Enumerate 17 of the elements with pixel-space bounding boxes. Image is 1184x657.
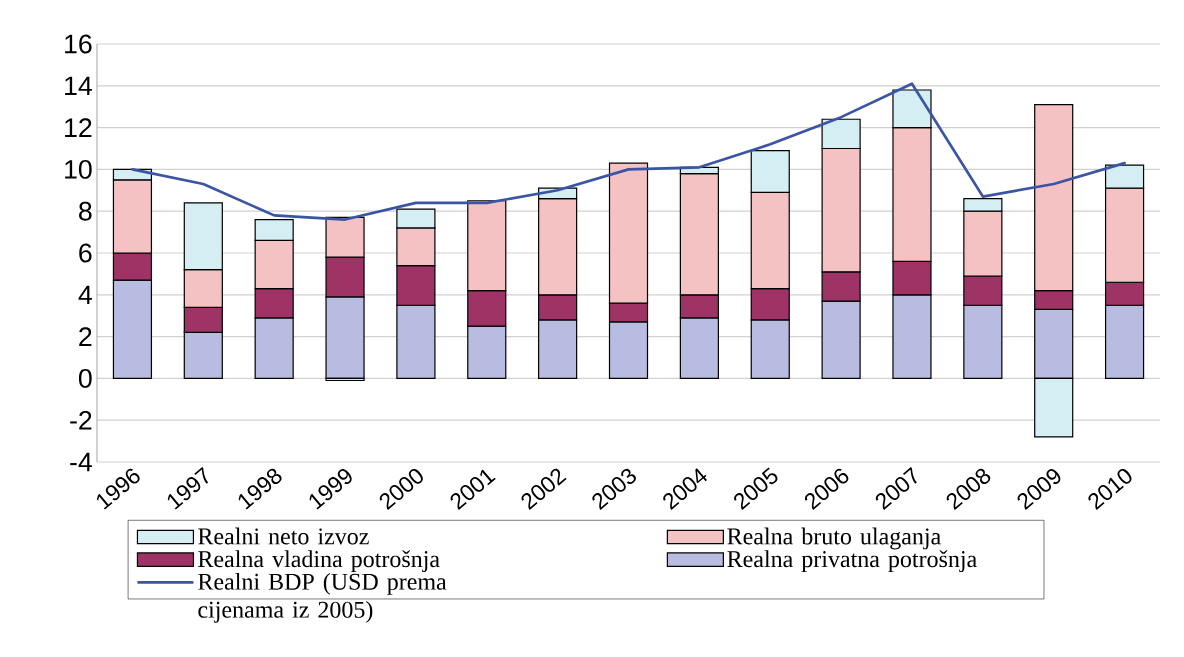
legend-label: Realna bruto ulaganja	[727, 527, 941, 550]
y-tick-label: 12	[65, 118, 92, 137]
legend-label: Realna vladina potrošnja	[198, 550, 440, 573]
y-tick-label: 4	[78, 285, 92, 304]
y-tick-label: 8	[79, 201, 92, 221]
y-tick-label: -4	[70, 452, 92, 472]
y-tick-label: 6	[79, 243, 92, 263]
y-tick-label: 14	[65, 76, 92, 95]
y-tick-label: 10	[65, 159, 92, 179]
legend-label: Realni BDP (USD prema cijenama iz 2005)	[198, 572, 447, 623]
y-tick-label: 0	[78, 368, 92, 388]
y-tick-label: 16	[65, 34, 92, 54]
legend-label: Realna privatna potrošnja	[727, 550, 977, 573]
y-tick-label: 2	[79, 327, 92, 346]
line-series	[131, 82, 1126, 221]
y-tick-label: -2	[70, 410, 92, 430]
legend-label: Realni neto izvoz	[198, 527, 369, 545]
